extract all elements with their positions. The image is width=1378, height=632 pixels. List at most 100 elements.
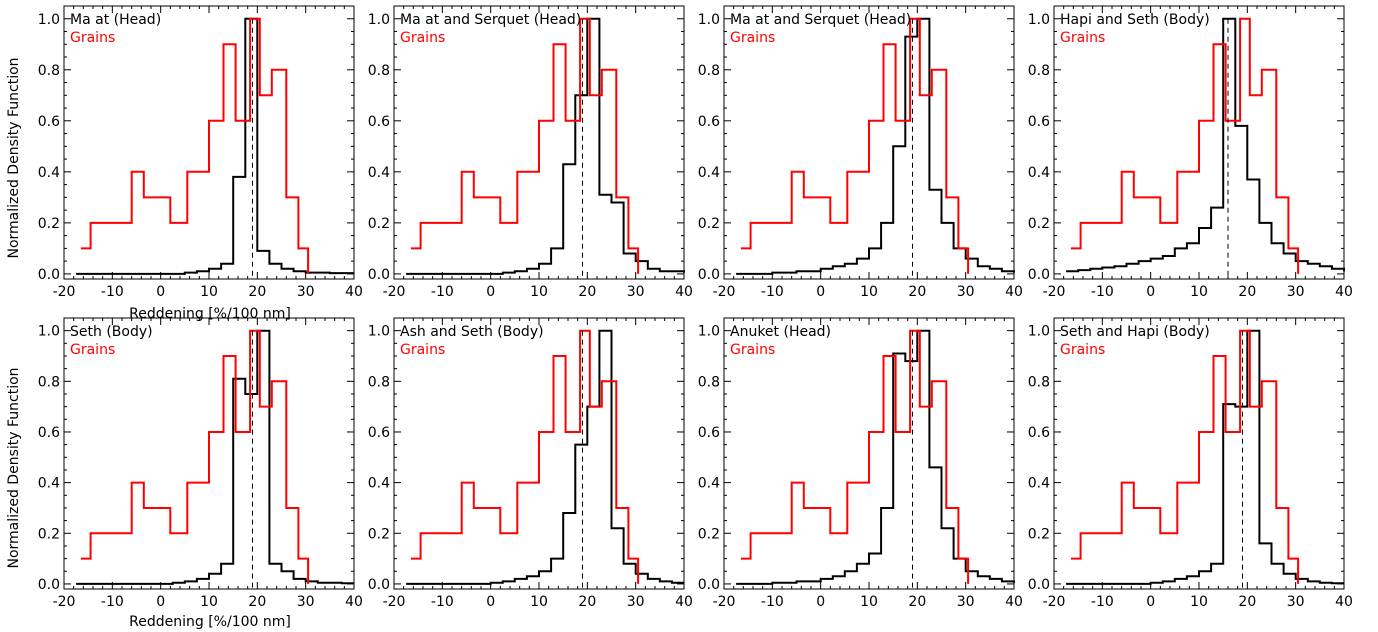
y-tick-label: 0.4	[368, 476, 390, 492]
x-tick-label: -10	[101, 594, 124, 610]
y-tick-label: 1.0	[38, 324, 60, 340]
x-tick-label: 30	[957, 284, 975, 300]
x-tick-label: 30	[957, 594, 975, 610]
y-tick-label: 0.8	[38, 374, 60, 390]
region-histogram	[406, 329, 684, 585]
y-tick-label: 0.4	[368, 165, 390, 181]
y-tick-label: 0.4	[1028, 476, 1050, 492]
x-tick-label: 40	[1005, 284, 1023, 300]
region-histogram	[736, 329, 1015, 585]
y-tick-label: 0.8	[1028, 374, 1050, 390]
y-tick-label: 0.6	[368, 114, 390, 130]
x-tick-label: 40	[675, 594, 693, 610]
legend-grains: Grains	[70, 342, 115, 358]
y-tick-label: 0.2	[368, 216, 390, 232]
panel-6: -20 -10 0 10 20 30 40 0.0 0.2 0.4 0.6 0.8 1.0 Ash and…	[368, 317, 693, 610]
x-tick-label: -20	[713, 594, 736, 610]
y-tick-label: 0.4	[698, 476, 720, 492]
legend-grains: Grains	[400, 342, 445, 358]
x-tick-label: -20	[383, 594, 406, 610]
panel-title: Anuket (Head)	[730, 324, 831, 340]
panels: -20 -10 0 10 20 30 40 0.0 0.2 0.4 0.6 0.8 1.0 Ma at (…	[38, 5, 1353, 610]
x-tick-label: -10	[761, 284, 784, 300]
panel-2: -20 -10 0 10 20 30 40 0.0 0.2 0.4 0.6 0.8 1.0 Ma at a…	[368, 5, 693, 300]
grains-histogram	[410, 329, 640, 584]
panel-5: -20 -10 0 10 20 30 40 0.0 0.2 0.4 0.6 0.8 1.0 Seth (B…	[38, 317, 363, 610]
x-tick-label: -20	[713, 284, 736, 300]
grains-histogram	[410, 17, 640, 274]
panel-title: Ash and Seth (Body)	[400, 324, 544, 340]
panel-7: -20 -10 0 10 20 30 40 0.0 0.2 0.4 0.6 0.8 1.0 Anuket …	[698, 317, 1023, 610]
y-tick-label: 0.6	[38, 425, 60, 441]
y-tick-label: 1.0	[38, 12, 60, 28]
x-tick-label: 30	[627, 284, 645, 300]
y-tick-label: 1.0	[698, 324, 720, 340]
x-tick-label: 40	[345, 284, 363, 300]
y-tick-label: 0.4	[1028, 165, 1050, 181]
panel-title: Hapi and Seth (Body)	[1060, 12, 1210, 28]
x-tick-label: 0	[1146, 594, 1155, 610]
y-tick-label: 0.6	[38, 114, 60, 130]
x-tick-label: 20	[1238, 594, 1256, 610]
x-tick-label: 0	[486, 594, 495, 610]
grains-histogram	[1070, 329, 1300, 584]
y-tick-label: 1.0	[1028, 12, 1050, 28]
y-tick-label: 0.6	[1028, 425, 1050, 441]
y-tick-label: 0.2	[698, 526, 720, 542]
y-tick-label: 0.8	[368, 63, 390, 79]
y-tick-label: 0.2	[38, 526, 60, 542]
y-tick-label: 0.8	[1028, 63, 1050, 79]
x-tick-label: 20	[578, 284, 596, 300]
region-histogram	[76, 17, 354, 275]
y-tick-label: 0.0	[1028, 267, 1050, 283]
y-tick-label: 0.0	[698, 577, 720, 593]
x-tick-label: 20	[1238, 284, 1256, 300]
panel-1: -20 -10 0 10 20 30 40 0.0 0.2 0.4 0.6 0.8 1.0 Ma at (…	[38, 5, 363, 300]
x-tick-label: 10	[860, 284, 878, 300]
y-tick-label: 0.0	[698, 267, 720, 283]
legend-grains: Grains	[1060, 342, 1105, 358]
x-tick-label: 0	[816, 284, 825, 300]
grains-histogram	[80, 17, 310, 274]
grains-histogram	[740, 329, 970, 584]
y-tick-label: 0.0	[38, 577, 60, 593]
x-tick-label: 10	[530, 594, 548, 610]
x-tick-label: 0	[486, 284, 495, 300]
y-tick-label: 0.2	[698, 216, 720, 232]
x-tick-label: 20	[908, 284, 926, 300]
region-histogram	[406, 17, 685, 275]
y-tick-label: 0.6	[368, 425, 390, 441]
x-tick-label: -10	[1091, 284, 1114, 300]
x-axis-label-bottom: Reddening [%/100 nm]	[129, 614, 291, 630]
x-tick-label: 10	[1190, 284, 1208, 300]
y-tick-label: 0.8	[368, 374, 390, 390]
y-tick-label: 0.4	[38, 476, 60, 492]
y-tick-label: 0.2	[1028, 526, 1050, 542]
x-tick-label: -10	[101, 284, 124, 300]
x-tick-label: 20	[578, 594, 596, 610]
x-tick-label: 40	[345, 594, 363, 610]
panel-title: Ma at and Serquet (Head)	[730, 12, 911, 28]
y-tick-label: 0.4	[698, 165, 720, 181]
y-axis-label-top: Normalized Density Function	[6, 57, 22, 258]
x-tick-label: 0	[156, 594, 165, 610]
legend-grains: Grains	[730, 342, 775, 358]
y-tick-label: 0.8	[698, 63, 720, 79]
x-tick-label: 30	[1287, 284, 1305, 300]
panel-title: Seth and Hapi (Body)	[1060, 324, 1210, 340]
region-histogram	[76, 329, 354, 585]
region-histogram	[1066, 17, 1345, 273]
y-tick-label: 0.6	[698, 425, 720, 441]
y-tick-label: 0.0	[1028, 577, 1050, 593]
x-tick-label: -10	[761, 594, 784, 610]
x-tick-label: 20	[908, 594, 926, 610]
y-tick-label: 0.2	[38, 216, 60, 232]
region-histogram	[736, 17, 1015, 275]
y-tick-label: 1.0	[368, 324, 390, 340]
panel-4: -20 -10 0 10 20 30 40 0.0 0.2 0.4 0.6 0.8 1.0 Hapi an…	[1028, 5, 1353, 300]
y-tick-label: 1.0	[698, 12, 720, 28]
x-tick-label: 0	[156, 284, 165, 300]
x-tick-label: 30	[297, 284, 315, 300]
x-tick-label: -10	[1091, 594, 1114, 610]
x-tick-label: 10	[200, 594, 218, 610]
